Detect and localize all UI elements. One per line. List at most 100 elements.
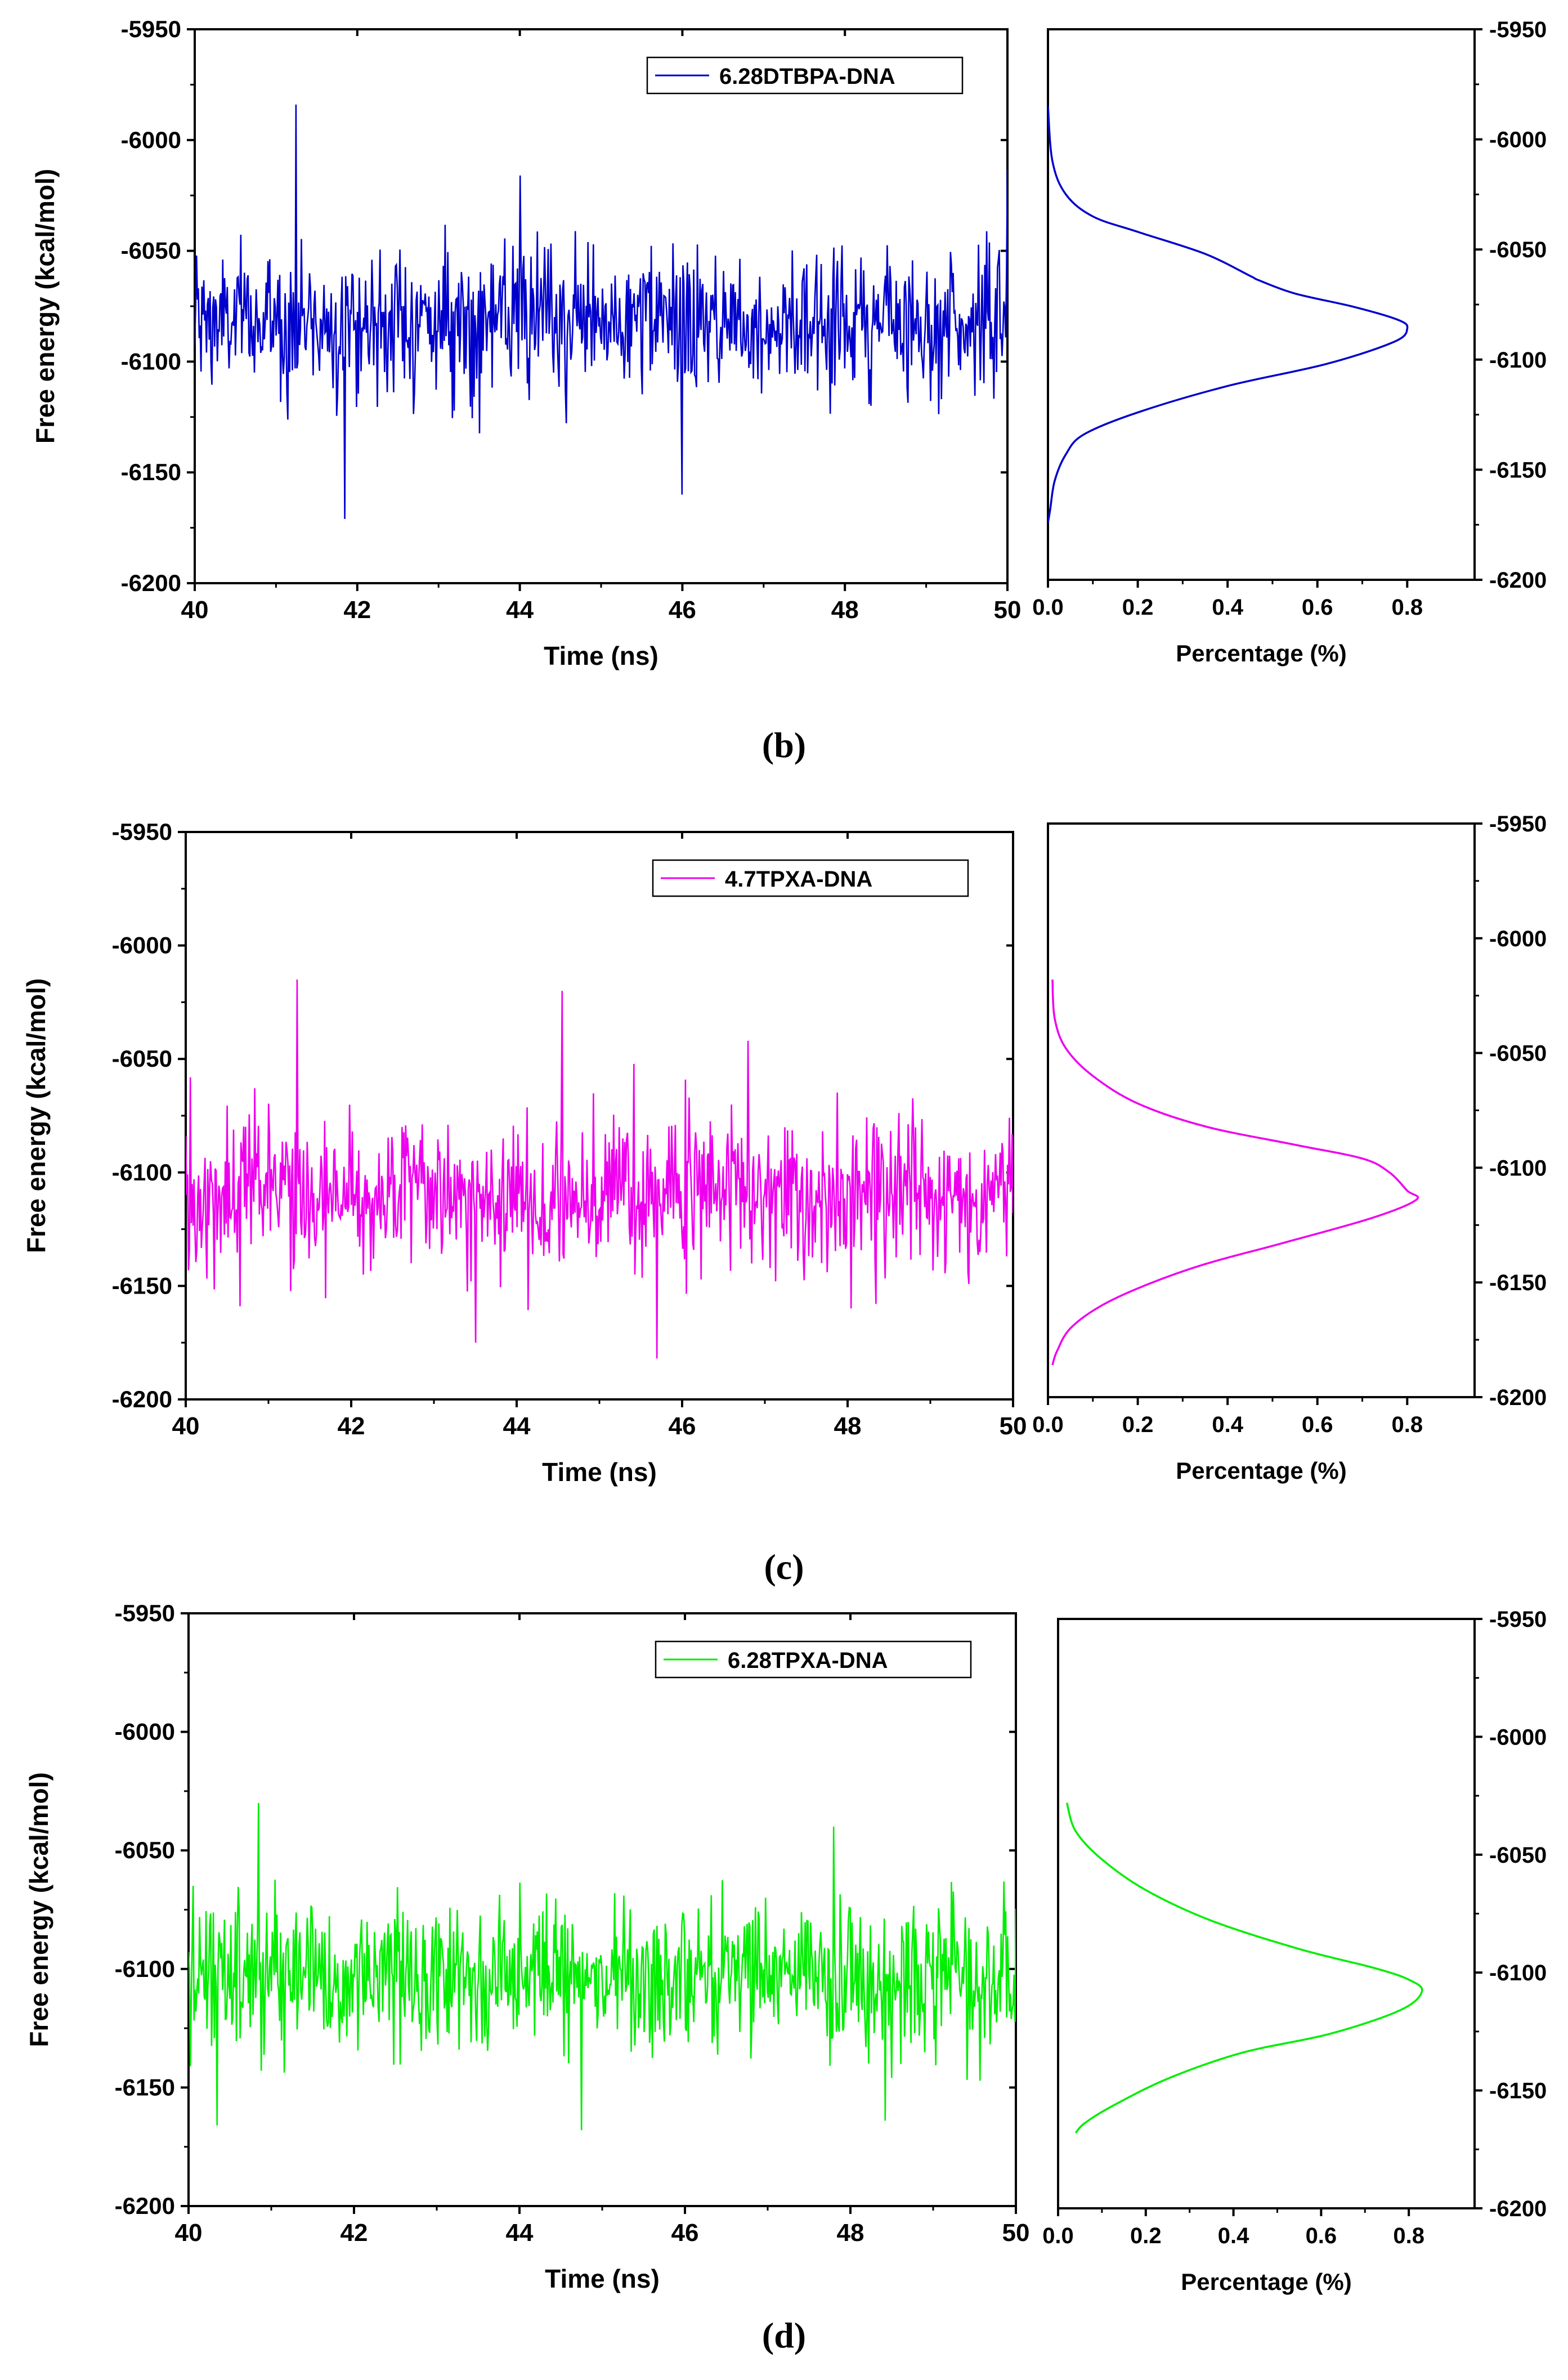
legend-label: 6.28TPXA-DNA bbox=[728, 1648, 888, 1673]
y-tick-label: -6050 bbox=[1489, 1041, 1547, 1066]
y-tick-label: -6150 bbox=[112, 1272, 172, 1299]
x-tick-label: 50 bbox=[994, 596, 1022, 624]
y-axis-label: Free energy (kcal/mol) bbox=[21, 978, 51, 1253]
series-line bbox=[195, 104, 1007, 519]
y-tick-label: -6150 bbox=[1489, 458, 1547, 482]
x-tick-label: 40 bbox=[172, 1412, 200, 1440]
x-tick-label: 0.4 bbox=[1212, 595, 1243, 620]
y-tick-label: -5950 bbox=[1489, 812, 1547, 836]
x-tick-label: 48 bbox=[837, 2219, 864, 2247]
x-tick-label: 46 bbox=[669, 1412, 696, 1440]
y-tick-label: -6200 bbox=[1489, 568, 1547, 593]
y-tick-label: -6100 bbox=[112, 1159, 172, 1185]
x-tick-label: 0.2 bbox=[1130, 2224, 1162, 2248]
x-tick-label: 0.6 bbox=[1306, 2224, 1337, 2248]
y-tick-label: -5950 bbox=[121, 16, 181, 42]
y-tick-label: -6050 bbox=[115, 1837, 175, 1863]
x-axis-label: Time (ns) bbox=[542, 1457, 657, 1487]
panel-label: (c) bbox=[764, 1547, 804, 1587]
y-tick-label: -5950 bbox=[1489, 1607, 1547, 1632]
y-tick-label: -6150 bbox=[115, 2074, 175, 2100]
y-tick-label: -6050 bbox=[112, 1045, 172, 1072]
legend: 6.28DTBPA-DNA bbox=[646, 56, 964, 95]
y-tick-label: -6200 bbox=[1489, 2196, 1547, 2221]
plot-frame bbox=[1047, 28, 1476, 581]
x-axis-label: Percentage (%) bbox=[1176, 1457, 1346, 1484]
x-tick-label: 50 bbox=[1000, 1412, 1027, 1440]
y-tick-label: -6000 bbox=[121, 127, 181, 153]
x-tick-label: 44 bbox=[503, 1412, 531, 1440]
y-tick-label: -5950 bbox=[112, 818, 172, 845]
x-tick-label: 0.8 bbox=[1392, 1412, 1423, 1437]
x-tick-label: 44 bbox=[506, 596, 534, 624]
y-axis-label: Free energy (kcal/mol) bbox=[30, 169, 60, 444]
x-tick-label: 42 bbox=[341, 2219, 368, 2247]
x-tick-label: 0.6 bbox=[1302, 1412, 1333, 1437]
legend: 6.28TPXA-DNA bbox=[655, 1640, 972, 1679]
legend-label: 6.28DTBPA-DNA bbox=[719, 64, 895, 89]
x-tick-label: 0.2 bbox=[1122, 1412, 1154, 1437]
y-tick-label: -6150 bbox=[1489, 2079, 1547, 2104]
y-tick-label: -6000 bbox=[115, 1719, 175, 1745]
x-tick-label: 50 bbox=[1002, 2219, 1030, 2247]
x-tick-label: 0.0 bbox=[1032, 595, 1064, 620]
y-tick-label: -6150 bbox=[1489, 1270, 1547, 1295]
y-axis-label: Free energy (kcal/mol) bbox=[24, 1772, 53, 2047]
distribution-plot: -5950 -6000 -6050 -6100 -6150 -6200 0.0 0.2 0.4 0… bbox=[1032, 812, 1547, 1484]
x-tick-label: 44 bbox=[506, 2219, 534, 2247]
distribution-plot: -5950 -6000 -6050 -6100 -6150 -6200 0.0 0.2 0.4 0… bbox=[1032, 17, 1547, 666]
y-tick-label: -6200 bbox=[112, 1386, 172, 1412]
x-axis-label: Time (ns) bbox=[545, 2264, 660, 2293]
x-tick-label: 0.4 bbox=[1212, 1412, 1243, 1437]
legend: 4.7TPXA-DNA bbox=[652, 859, 969, 897]
panel-label: (d) bbox=[762, 2315, 806, 2355]
x-tick-label: 46 bbox=[671, 2219, 699, 2247]
x-tick-label: 0.6 bbox=[1302, 595, 1333, 620]
x-tick-label: 48 bbox=[831, 596, 859, 624]
plot-frame bbox=[194, 28, 1009, 584]
plot-frame bbox=[1047, 822, 1476, 1398]
distribution-curve bbox=[1048, 106, 1409, 523]
y-tick-label: -6200 bbox=[115, 2193, 175, 2219]
y-tick-label: -6200 bbox=[121, 570, 181, 596]
x-tick-label: 42 bbox=[343, 596, 371, 624]
y-tick-label: -6000 bbox=[1489, 128, 1547, 153]
distribution-curve bbox=[1051, 979, 1419, 1366]
y-tick-label: -5950 bbox=[115, 1600, 175, 1626]
x-axis-label: Percentage (%) bbox=[1176, 640, 1346, 666]
x-axis-label: Percentage (%) bbox=[1181, 2269, 1351, 2295]
x-tick-label: 42 bbox=[338, 1412, 365, 1440]
x-tick-label: 0.0 bbox=[1032, 1412, 1064, 1437]
y-tick-label: -6000 bbox=[112, 932, 172, 959]
y-tick-label: -6100 bbox=[121, 348, 181, 374]
x-tick-label: 0.8 bbox=[1393, 2224, 1424, 2248]
distribution-curve bbox=[1065, 1802, 1423, 2134]
x-tick-label: 48 bbox=[834, 1412, 862, 1440]
legend-label: 4.7TPXA-DNA bbox=[725, 867, 872, 892]
y-tick-label: -6100 bbox=[1489, 1961, 1547, 1985]
y-tick-label: -6000 bbox=[1489, 927, 1547, 951]
y-tick-label: -6200 bbox=[1489, 1385, 1547, 1410]
x-tick-label: 0.0 bbox=[1042, 2224, 1074, 2248]
y-tick-label: -5950 bbox=[1489, 17, 1547, 42]
x-tick-label: 40 bbox=[181, 596, 209, 624]
x-axis-label: Time (ns) bbox=[544, 641, 658, 670]
x-tick-label: 46 bbox=[669, 596, 696, 624]
x-tick-label: 0.2 bbox=[1122, 595, 1154, 620]
y-tick-label: -6050 bbox=[121, 238, 181, 264]
panel-label: (b) bbox=[762, 725, 806, 765]
y-tick-label: -6050 bbox=[1489, 1843, 1547, 1868]
y-tick-label: -6000 bbox=[1489, 1725, 1547, 1750]
y-tick-label: -6150 bbox=[121, 459, 181, 485]
y-tick-label: -6100 bbox=[115, 1956, 175, 1982]
x-tick-label: 0.4 bbox=[1218, 2224, 1249, 2248]
y-tick-label: -6050 bbox=[1489, 238, 1547, 262]
y-tick-label: -6100 bbox=[1489, 348, 1547, 373]
plot-frame bbox=[1057, 1618, 1476, 2209]
y-tick-label: -6100 bbox=[1489, 1156, 1547, 1180]
plot-frame bbox=[185, 831, 1014, 1401]
